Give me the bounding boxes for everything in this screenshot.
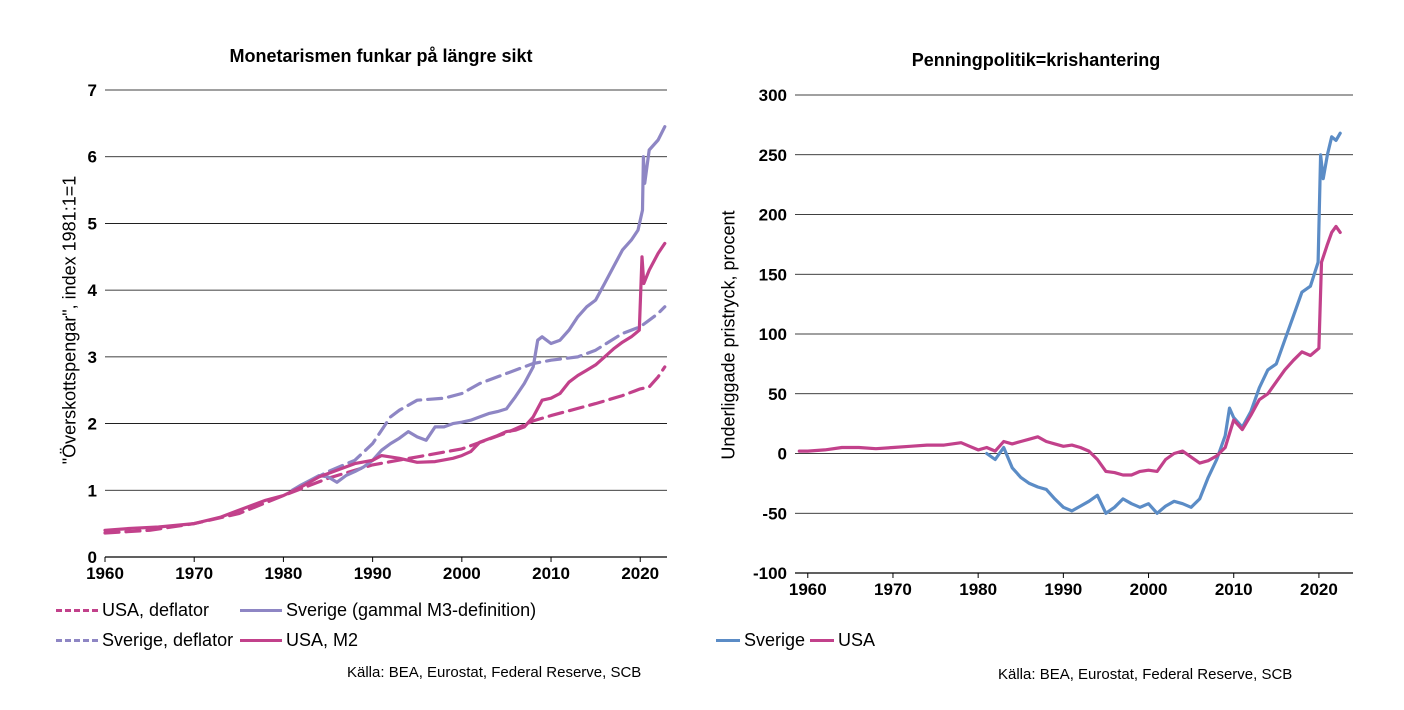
- left-x-tick-label: 1990: [354, 564, 392, 583]
- right-y-tick-label: -50: [762, 504, 787, 523]
- right-x-tick-label: 2000: [1130, 580, 1168, 599]
- right-x-tick-label: 1970: [874, 580, 912, 599]
- legend-label-usa: USA: [838, 630, 876, 650]
- left-x-tick-label: 2000: [443, 564, 481, 583]
- legend-swatch-sverige-deflator: [56, 639, 98, 642]
- legend-swatch-sverige: [716, 639, 740, 642]
- left-x-tick-label: 2010: [532, 564, 570, 583]
- legend-item-sverige-deflator: Sverige, deflator: [56, 630, 233, 651]
- left-x-tick-label: 1960: [86, 564, 124, 583]
- left-y-tick-label: 1: [88, 481, 97, 500]
- right-series-usa: [797, 224, 1342, 477]
- left-y-tick-label: 5: [88, 214, 97, 233]
- legend-swatch-sverige-m3: [240, 609, 282, 612]
- left-x-tick-label: 2020: [621, 564, 659, 583]
- legend-item-usa-deflator: USA, deflator: [56, 600, 209, 621]
- left-chart-title: Monetarismen funkar på längre sikt: [229, 46, 533, 66]
- left-x-tick-label: 1970: [175, 564, 213, 583]
- legend-swatch-usa-deflator: [56, 609, 98, 612]
- right-y-tick-label: 50: [768, 385, 787, 404]
- right-x-tick-label: 2010: [1215, 580, 1253, 599]
- legend-swatch-usa-m2: [240, 639, 282, 642]
- left-x-tick-label: 1980: [264, 564, 302, 583]
- right-y-tick-label: 250: [759, 146, 787, 165]
- right-x-tick-label: 2020: [1300, 580, 1338, 599]
- legend-label-sverige-deflator: Sverige, deflator: [102, 630, 234, 650]
- left-series-usa-m2: [103, 241, 667, 532]
- legend-label-sverige-m3: Sverige (gammal M3-definition): [286, 600, 537, 620]
- left-y-tick-label: 3: [88, 348, 97, 367]
- legend-label-usa-deflator: USA, deflator: [102, 600, 210, 620]
- right-series-sverige: [985, 131, 1342, 515]
- left-series-usa-deflator: [103, 365, 667, 535]
- legend-item-usa-m2: USA, M2: [240, 630, 358, 651]
- right-y-tick-label: 300: [759, 86, 787, 105]
- right-y-tick-label: 0: [778, 445, 787, 464]
- left-series-sverige-gammal-m3-definition: [290, 125, 667, 492]
- left-chart-panel: Monetarismen funkar på längre sikt "Över…: [56, 46, 667, 681]
- left-y-tick-label: 2: [88, 415, 97, 434]
- right-y-tick-label: 150: [759, 265, 787, 284]
- left-y-tick-label: 6: [88, 148, 97, 167]
- right-y-tick-label: 200: [759, 206, 787, 225]
- right-x-tick-label: 1990: [1044, 580, 1082, 599]
- right-x-tick-label: 1960: [789, 580, 827, 599]
- legend-item-usa: USA: [810, 630, 875, 651]
- legend-swatch-usa: [810, 639, 834, 642]
- right-chart-title: Penningpolitik=krishantering: [911, 50, 1161, 70]
- legend-item-sverige-m3: Sverige (gammal M3-definition): [240, 600, 536, 621]
- right-x-tick-label: 1980: [959, 580, 997, 599]
- left-y-tick-label: 0: [88, 548, 97, 567]
- left-y-tick-label: 4: [88, 281, 98, 300]
- right-chart-panel: Penningpolitik=krishantering Underliggad…: [702, 0, 1404, 710]
- right-source-note: Källa: BEA, Eurostat, Federal Reserve, S…: [998, 666, 1293, 683]
- left-y-tick-label: 7: [88, 81, 97, 100]
- legend-item-sverige: Sverige: [716, 630, 805, 651]
- left-series-sverige-deflator: [290, 305, 667, 492]
- legend-label-sverige: Sverige: [744, 630, 806, 650]
- right-plot-area: -100 -50 0 50 100 150 200 250 300 1960 1970 1980 199…: [753, 86, 1353, 599]
- left-plot-area: 0 1 2 3 4 5 6 7 1960 1970 1980 1990 2000 2010 2020: [86, 81, 667, 583]
- legend-label-usa-m2: USA, M2: [286, 630, 359, 650]
- right-y-tick-label: 100: [759, 325, 787, 344]
- left-source-note: Källa: BEA, Eurostat, Federal Reserve, S…: [347, 664, 642, 681]
- right-y-tick-label: -100: [753, 564, 787, 583]
